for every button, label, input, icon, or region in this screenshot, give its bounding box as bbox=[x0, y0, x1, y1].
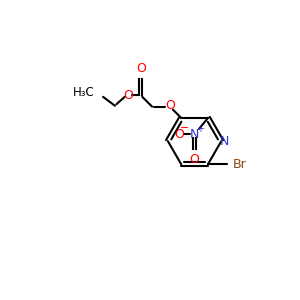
Text: O: O bbox=[174, 128, 184, 141]
Text: O: O bbox=[136, 62, 146, 75]
Text: −: − bbox=[180, 123, 190, 133]
Text: O: O bbox=[123, 89, 133, 102]
Text: Br: Br bbox=[232, 158, 246, 171]
Text: O: O bbox=[165, 99, 175, 112]
Text: N: N bbox=[220, 135, 230, 148]
Text: N: N bbox=[190, 128, 199, 141]
Text: O: O bbox=[190, 153, 200, 166]
Text: +: + bbox=[196, 124, 205, 134]
Text: H₃C: H₃C bbox=[73, 86, 95, 99]
